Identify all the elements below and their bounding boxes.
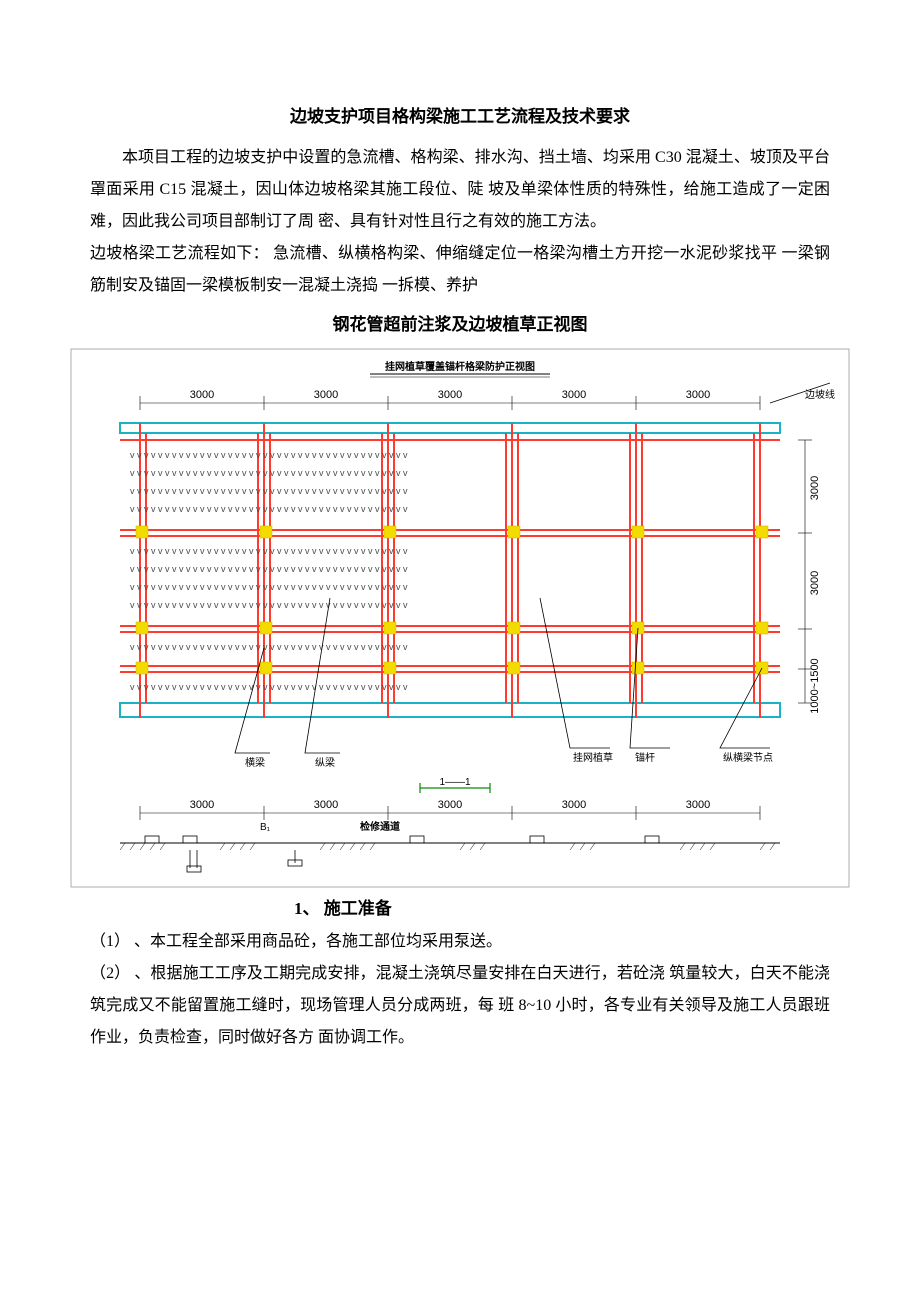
label-l3: 挂网植草 [573, 751, 613, 764]
label-l4: 锚杆 [635, 752, 655, 764]
svg-text:3000: 3000 [314, 799, 338, 811]
label-l1: 横梁 [245, 756, 265, 769]
slope-line-label: 边坡线 [805, 388, 835, 401]
svg-text:3000: 3000 [314, 389, 338, 401]
svg-text:v v v v v v v v v v: v v v v v v v v v v v v v v v v v v v v … [130, 564, 408, 574]
svg-text:B₁: B₁ [260, 822, 271, 833]
diagram-subtitle: 钢花管超前注浆及边坡植草正视图 [90, 308, 830, 342]
svg-text:3000: 3000 [809, 571, 821, 595]
svg-text:v v v v v v v v v v: v v v v v v v v v v v v v v v v v v v v … [130, 468, 408, 478]
bottom-dimensions: 3000 3000 3000 3000 3000 [140, 799, 760, 820]
section-1-item-1: （1） 、本工程全部采用商品砼，各施工部位均采用泵送。 [90, 926, 830, 958]
svg-text:v v v v v v v v v v: v v v v v v v v v v v v v v v v v v v v … [130, 582, 408, 592]
doc-title: 边坡支护项目格构梁施工工艺流程及技术要求 [90, 100, 830, 134]
leader-lines [235, 598, 770, 753]
section-marker: 1——1 [420, 777, 490, 793]
paragraph-1: 本项目工程的边坡支护中设置的急流槽、格构梁、排水沟、挡土墙、均采用 C30 混凝… [90, 142, 830, 238]
bottom-strip: 检修通道 B₁ [120, 820, 780, 872]
right-dimensions: 3000 3000 1000~1500 [798, 440, 821, 714]
svg-text:3000: 3000 [562, 389, 586, 401]
svg-text:v v v v v v v v v v: v v v v v v v v v v v v v v v v v v v v … [130, 600, 408, 610]
svg-text:3000: 3000 [562, 799, 586, 811]
svg-text:v v v v v v v v v v: v v v v v v v v v v v v v v v v v v v v … [130, 450, 408, 460]
paragraph-2: 边坡格梁工艺流程如下： 急流槽、纵横格构梁、伸缩缝定位一格梁沟槽土方开挖一水泥砂… [90, 238, 830, 302]
section-1-item-2: （2） 、根据施工工序及工期完成安排，混凝土浇筑尽量安排在白天进行，若砼浇 筑量… [90, 958, 830, 1054]
svg-text:3000: 3000 [190, 799, 214, 811]
svg-text:3000: 3000 [686, 799, 710, 811]
svg-text:3000: 3000 [190, 389, 214, 401]
section-1-heading: 1、 施工准备 [90, 892, 830, 926]
grid-elevation-diagram: 挂网植草覆盖锚杆格梁防护正视图 3000 3000 3000 3000 3000… [70, 348, 850, 888]
svg-text:3000: 3000 [809, 476, 821, 500]
svg-text:3000: 3000 [438, 799, 462, 811]
diagram-container: 挂网植草覆盖锚杆格梁防护正视图 3000 3000 3000 3000 3000… [70, 348, 850, 888]
svg-text:1000~1500: 1000~1500 [809, 658, 821, 713]
svg-text:v v v v v v v v v v: v v v v v v v v v v v v v v v v v v v v … [130, 642, 408, 652]
label-l5: 纵横梁节点 [723, 751, 773, 764]
svg-text:v v v v v v v v v v: v v v v v v v v v v v v v v v v v v v v … [130, 486, 408, 496]
svg-text:v v v v v v v v v v: v v v v v v v v v v v v v v v v v v v v … [130, 546, 408, 556]
svg-text:1——1: 1——1 [439, 777, 471, 788]
svg-text:v v v v v v v v v v: v v v v v v v v v v v v v v v v v v v v … [130, 504, 408, 514]
svg-text:3000: 3000 [438, 389, 462, 401]
label-l2: 纵梁 [315, 756, 335, 769]
svg-text:v v v v v v v v v v: v v v v v v v v v v v v v v v v v v v v … [130, 682, 408, 692]
diagram-inset-title: 挂网植草覆盖锚杆格梁防护正视图 [385, 360, 535, 373]
svg-text:3000: 3000 [686, 389, 710, 401]
svg-text:检修通道: 检修通道 [360, 820, 400, 833]
top-dimensions: 3000 3000 3000 3000 3000 [140, 389, 760, 410]
